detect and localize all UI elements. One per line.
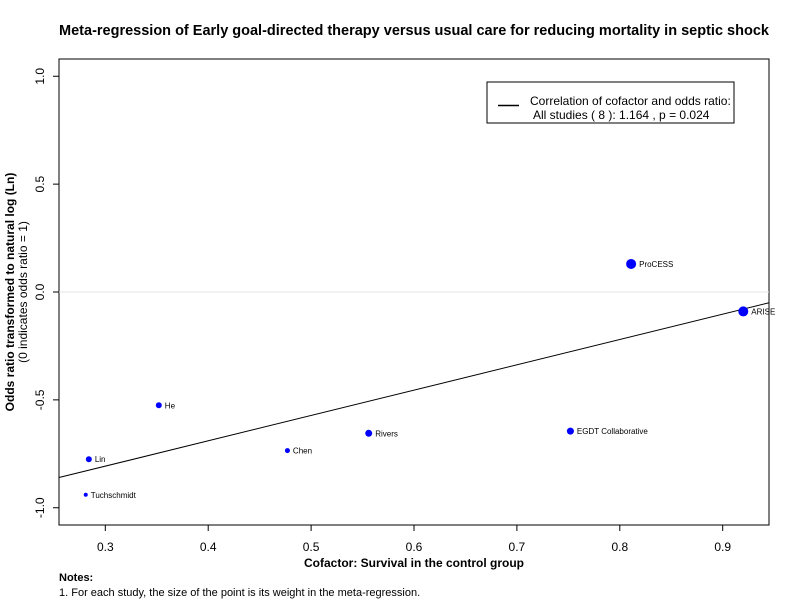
legend: Correlation of cofactor and odds ratio: … (486, 81, 735, 124)
data-point-label: ProCESS (639, 260, 673, 269)
y-axis-subtitle: (0 indicates odds ratio = 1) (16, 221, 30, 363)
data-point (155, 402, 162, 409)
data-point (83, 492, 88, 497)
x-tick-label: 0.3 (97, 540, 114, 554)
data-point-label: EGDT Collaborative (577, 427, 649, 436)
x-tick-label: 0.8 (611, 540, 628, 554)
notes: Notes: 1. For each study, the size of th… (59, 571, 420, 601)
x-tick-label: 0.9 (714, 540, 731, 554)
chart-title: Meta-regression of Early goal-directed t… (59, 23, 770, 39)
regression-line (58, 302, 770, 479)
data-point (738, 306, 749, 317)
data-point-label: Tuchschmidt (91, 491, 137, 500)
legend-text-line2: All studies ( 8 ): 1.164 , p = 0.024 (533, 108, 710, 122)
y-tick-label: -0.5 (33, 389, 47, 410)
data-point-label: Lin (95, 455, 106, 464)
y-tick-label: 0.0 (33, 283, 47, 300)
x-tick-label: 0.6 (406, 540, 423, 554)
legend-box (486, 81, 735, 124)
data-point (284, 448, 290, 454)
data-point-label: ARISE (751, 307, 775, 316)
notes-heading: Notes: (59, 572, 94, 584)
x-tick-label: 0.4 (200, 540, 217, 554)
x-tick-label: 0.5 (303, 540, 320, 554)
data-point-label: He (165, 401, 176, 410)
y-tick-label: -1.0 (33, 497, 47, 518)
notes-line: 1. For each study, the size of the point… (59, 587, 421, 599)
x-axis-title: Cofactor: Survival in the control group (304, 556, 524, 570)
data-point-label: Rivers (375, 429, 398, 438)
y-tick-label: 1.0 (33, 68, 47, 85)
data-point (566, 427, 574, 435)
y-tick-label: 0.5 (33, 175, 47, 192)
data-point-label: Chen (293, 447, 312, 456)
x-tick-label: 0.7 (509, 540, 526, 554)
data-point (85, 456, 92, 463)
data-point (365, 429, 373, 437)
data-point (626, 258, 637, 269)
legend-text-line1: Correlation of cofactor and odds ratio: (530, 94, 731, 108)
y-axis-title: Odds ratio transformed to natural log (L… (3, 173, 17, 412)
